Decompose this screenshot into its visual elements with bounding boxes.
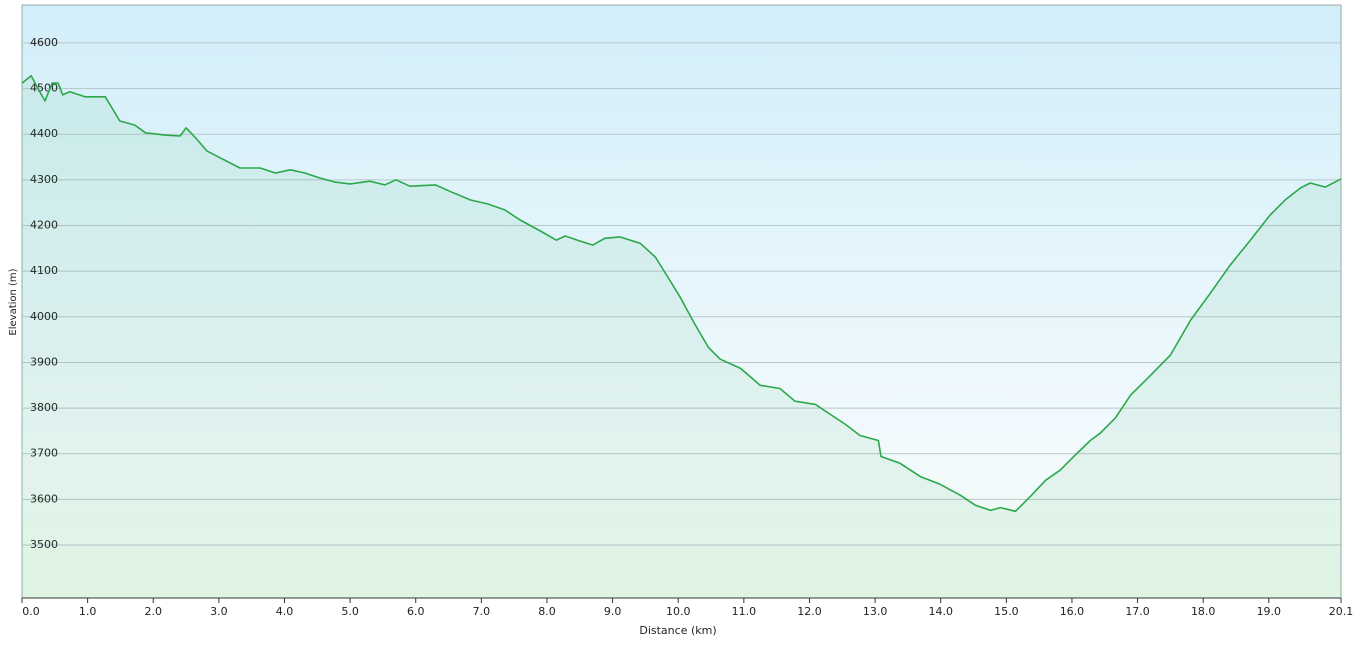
y-axis-label: Elevation (m) bbox=[8, 268, 19, 335]
x-tick-label: 2.0 bbox=[144, 605, 162, 618]
x-tick-label: 8.0 bbox=[538, 605, 556, 618]
x-tick-label: 9.0 bbox=[604, 605, 622, 618]
y-tick-label: 3600 bbox=[30, 492, 58, 505]
elevation-area bbox=[22, 75, 1341, 599]
x-tick-label: 18.0 bbox=[1191, 605, 1216, 618]
y-tick-label: 3500 bbox=[30, 538, 58, 551]
x-tick-label: 0.0 bbox=[22, 605, 40, 618]
y-tick-label: 3900 bbox=[30, 355, 58, 368]
x-tick-label: 6.0 bbox=[407, 605, 425, 618]
x-tick-label: 3.0 bbox=[210, 605, 228, 618]
x-tick-label: 13.0 bbox=[863, 605, 888, 618]
x-tick-label: 12.0 bbox=[797, 605, 822, 618]
x-tick-label: 5.0 bbox=[341, 605, 359, 618]
x-tick-label: 1.0 bbox=[79, 605, 97, 618]
y-tick-label: 3700 bbox=[30, 447, 58, 460]
x-tick-label: 11.0 bbox=[732, 605, 757, 618]
y-tick-label: 4000 bbox=[30, 310, 58, 323]
x-tick-label: 14.0 bbox=[928, 605, 953, 618]
x-tick-label: 20.1 bbox=[1329, 605, 1353, 618]
y-tick-label: 4100 bbox=[30, 264, 58, 277]
x-tick-label: 4.0 bbox=[276, 605, 294, 618]
y-tick-label: 4600 bbox=[30, 36, 58, 49]
x-tick-label: 17.0 bbox=[1125, 605, 1150, 618]
x-tick-label: 15.0 bbox=[994, 605, 1019, 618]
y-tick-label: 4200 bbox=[30, 218, 58, 231]
y-tick-label: 4300 bbox=[30, 173, 58, 186]
x-tick-label: 19.0 bbox=[1257, 605, 1282, 618]
elevation-line bbox=[21, 75, 1342, 513]
y-tick-label: 3800 bbox=[30, 401, 58, 414]
x-tick-label: 16.0 bbox=[1060, 605, 1085, 618]
x-axis-label: Distance (km) bbox=[639, 624, 716, 637]
x-tick-label: 7.0 bbox=[473, 605, 491, 618]
x-tick-label: 10.0 bbox=[666, 605, 691, 618]
y-tick-label: 4400 bbox=[30, 127, 58, 140]
